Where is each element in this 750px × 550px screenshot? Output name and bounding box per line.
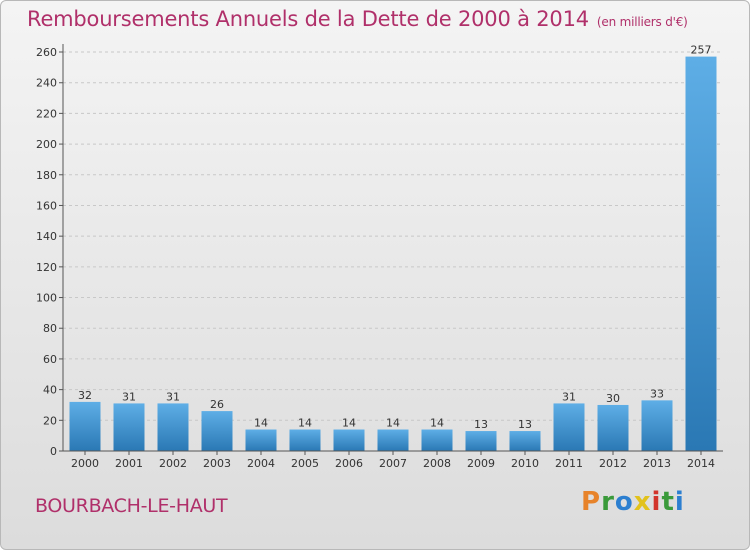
x-tick-label: 2005 <box>291 457 319 470</box>
bars <box>69 56 717 451</box>
bar-value-label: 14 <box>254 417 268 430</box>
x-tick-label: 2001 <box>115 457 143 470</box>
x-tick-label: 2000 <box>71 457 99 470</box>
bar <box>289 429 321 451</box>
bar <box>597 404 629 451</box>
bar <box>113 403 145 451</box>
bar-value-label: 30 <box>606 392 620 405</box>
chart-title: Remboursements Annuels de la Dette de 20… <box>27 7 688 31</box>
y-tick-label: 20 <box>43 414 57 427</box>
bar-value-label: 257 <box>691 44 712 57</box>
x-tick-label: 2007 <box>379 457 407 470</box>
y-tick-label: 80 <box>43 322 57 335</box>
bar-value-label: 32 <box>78 389 92 402</box>
y-tick-label: 160 <box>36 199 57 212</box>
bar-value-label: 31 <box>166 390 180 403</box>
bar <box>685 56 717 451</box>
logo-letter: r <box>601 487 615 517</box>
bar-value-label: 14 <box>430 417 444 430</box>
x-tick-label: 2006 <box>335 457 363 470</box>
y-tick-label: 180 <box>36 169 57 182</box>
chart-title-text: Remboursements Annuels de la Dette de 20… <box>27 7 589 31</box>
bar <box>465 431 497 451</box>
labels: 0 20 40 60 80 100 120 140 160 180 200 220 240 260 32 20… <box>36 44 715 470</box>
logo-letter: t <box>661 487 675 517</box>
bar <box>641 400 673 451</box>
bar-value-label: 13 <box>518 418 532 431</box>
proxiti-logo: Proxiti <box>581 487 685 517</box>
logo-letter: P <box>581 487 602 517</box>
x-tick-label: 2009 <box>467 457 495 470</box>
logo-letter: i <box>674 487 685 517</box>
x-tick-label: 2008 <box>423 457 451 470</box>
bar-value-label: 13 <box>474 418 488 431</box>
bar <box>553 403 585 451</box>
bar-value-label: 14 <box>386 417 400 430</box>
x-tick-label: 2012 <box>599 457 627 470</box>
x-tick-label: 2003 <box>203 457 231 470</box>
bar-value-label: 31 <box>122 390 136 403</box>
bar <box>245 429 277 451</box>
y-tick-label: 100 <box>36 292 57 305</box>
y-tick-label: 60 <box>43 353 57 366</box>
x-tick-label: 2004 <box>247 457 275 470</box>
bar <box>421 429 453 451</box>
y-tick-label: 120 <box>36 261 57 274</box>
x-tick-label: 2010 <box>511 457 539 470</box>
x-tick-label: 2013 <box>643 457 671 470</box>
y-tick-label: 260 <box>36 46 57 59</box>
logo-letter: i <box>651 487 662 517</box>
bar <box>157 403 189 451</box>
bar <box>509 431 541 451</box>
bar-value-label: 14 <box>342 417 356 430</box>
bar <box>377 429 409 451</box>
bar-value-label: 33 <box>650 387 664 400</box>
x-tick-label: 2002 <box>159 457 187 470</box>
y-tick-label: 200 <box>36 138 57 151</box>
y-tick-label: 240 <box>36 77 57 90</box>
bar-value-label: 14 <box>298 417 312 430</box>
logo-letter: x <box>633 487 652 517</box>
y-tick-label: 220 <box>36 107 57 120</box>
y-tick-label: 140 <box>36 230 57 243</box>
bar <box>333 429 365 451</box>
x-tick-label: 2011 <box>555 457 583 470</box>
bar <box>201 411 233 451</box>
bar <box>69 401 101 451</box>
grid-lines <box>63 51 723 421</box>
commune-name: BOURBACH-LE-HAUT <box>35 495 228 517</box>
bar-value-label: 31 <box>562 390 576 403</box>
x-tick-label: 2014 <box>687 457 715 470</box>
chart-unit: (en milliers d'€) <box>596 15 688 29</box>
y-tick-label: 0 <box>50 445 57 458</box>
bar-value-label: 26 <box>210 398 224 411</box>
y-tick-label: 40 <box>43 384 57 397</box>
logo-letter: o <box>614 487 634 517</box>
axes <box>59 44 723 455</box>
